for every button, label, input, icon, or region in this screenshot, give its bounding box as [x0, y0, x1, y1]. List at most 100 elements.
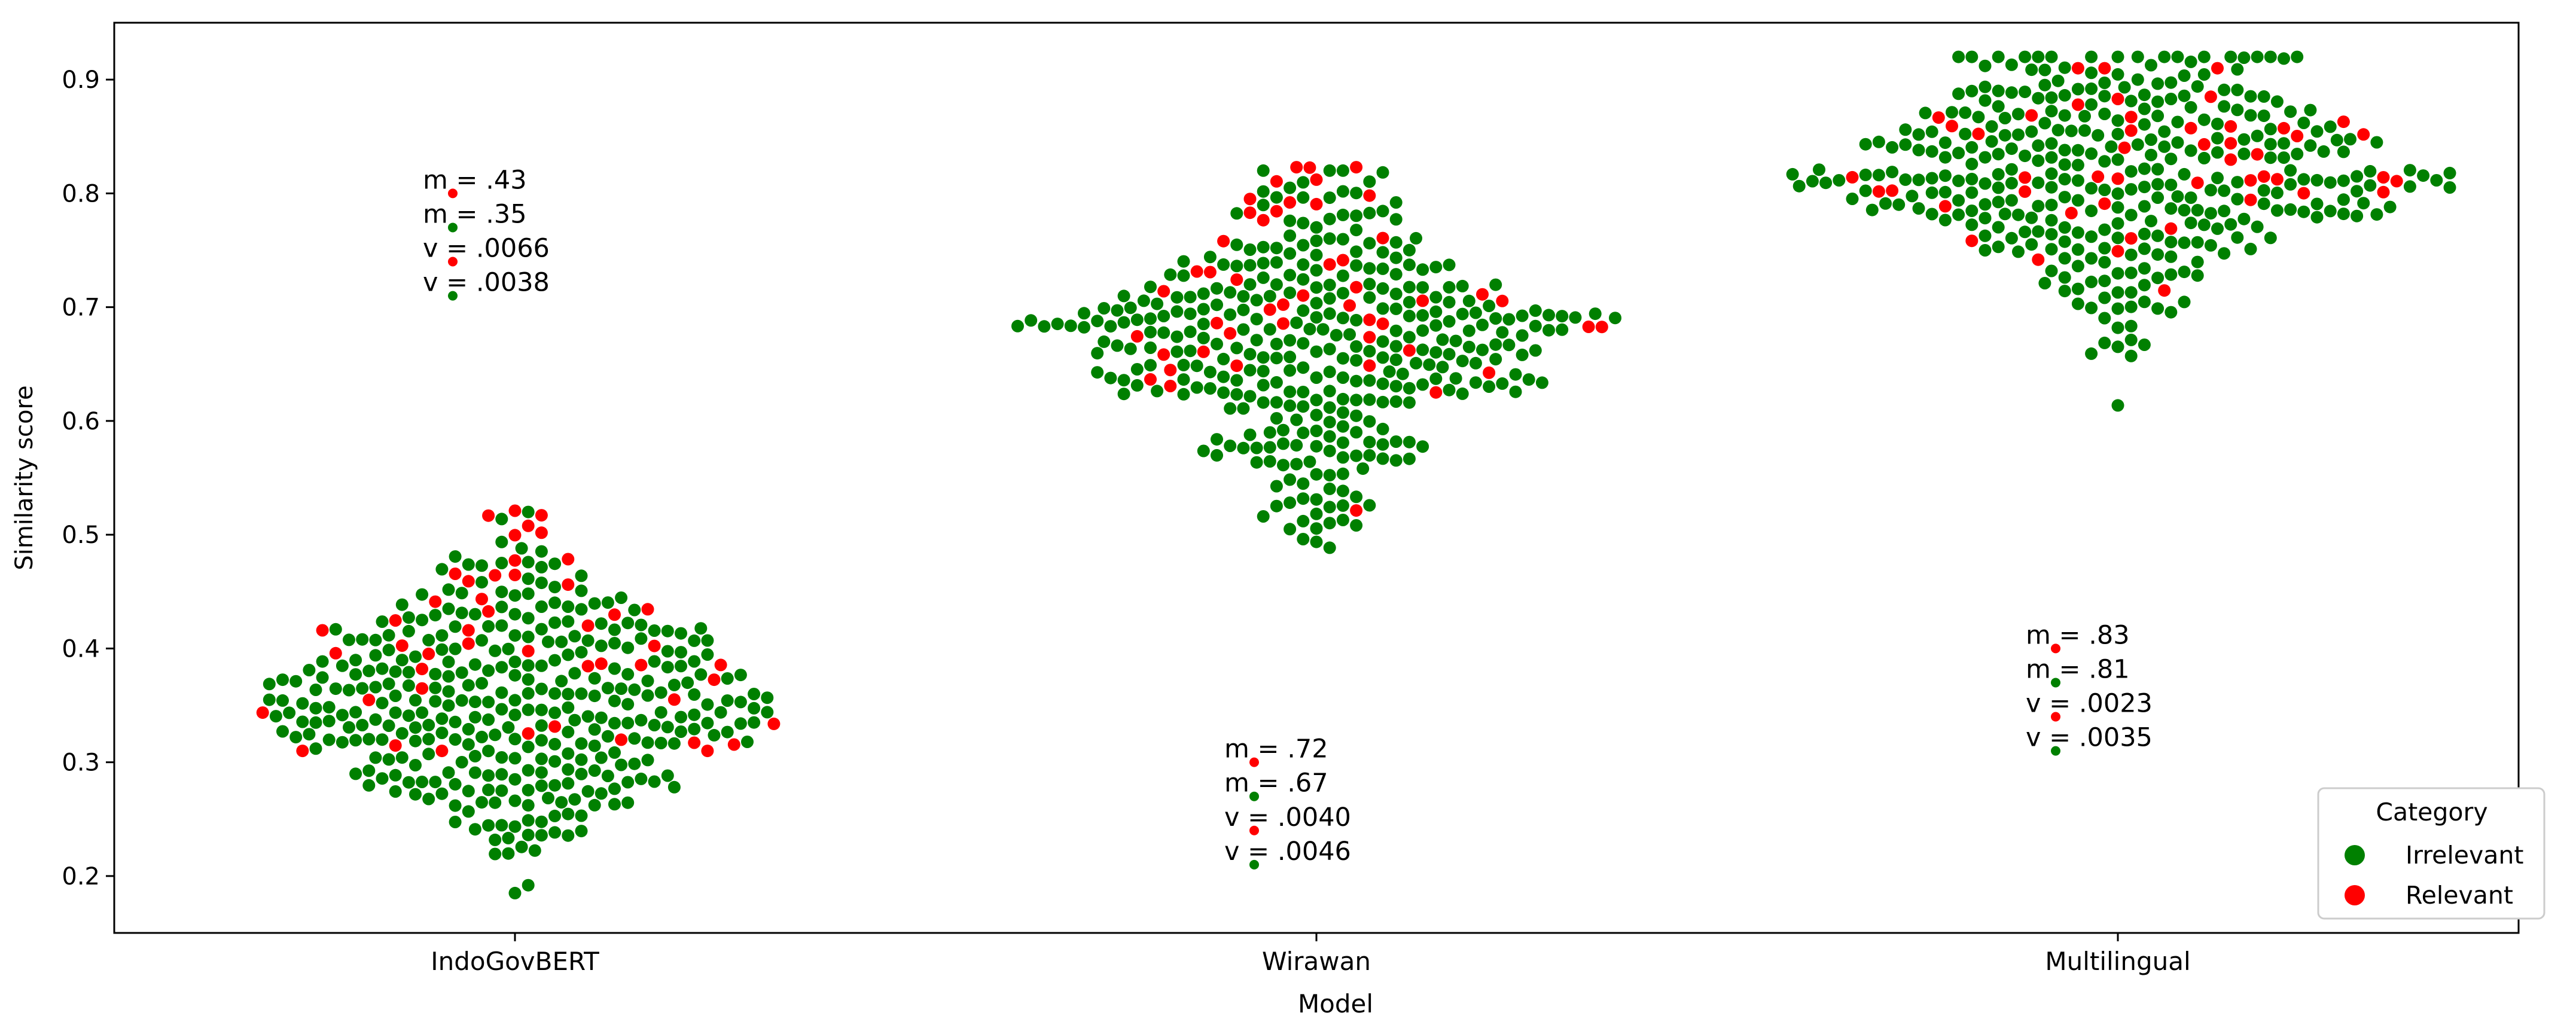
point-irrelevant: [1243, 243, 1257, 256]
point-irrelevant: [1297, 400, 1310, 413]
point-irrelevant: [1297, 239, 1310, 252]
point-irrelevant: [1443, 383, 1456, 396]
point-irrelevant: [2257, 109, 2270, 123]
point-irrelevant: [562, 701, 575, 714]
point-irrelevant: [2019, 225, 2032, 239]
point-irrelevant: [389, 768, 402, 782]
point-irrelevant: [1959, 127, 1972, 141]
point-irrelevant: [1297, 426, 1310, 440]
point-irrelevant: [2071, 158, 2084, 172]
point-irrelevant: [548, 581, 562, 594]
point-irrelevant: [675, 725, 687, 738]
point-irrelevant: [1323, 292, 1336, 305]
point-relevant: [1211, 316, 1223, 330]
point-irrelevant: [1443, 258, 1456, 272]
point-irrelevant: [1872, 135, 1885, 148]
point-irrelevant: [1310, 425, 1323, 437]
point-irrelevant: [621, 716, 635, 730]
point-irrelevant: [1542, 324, 1555, 337]
point-irrelevant: [1350, 313, 1363, 327]
point-irrelevant: [562, 688, 575, 701]
point-irrelevant: [2138, 242, 2151, 255]
point-irrelevant: [2165, 76, 2178, 89]
point-irrelevant: [349, 734, 362, 747]
point-irrelevant: [316, 671, 329, 684]
point-relevant: [2224, 137, 2237, 150]
point-relevant: [1277, 298, 1289, 311]
point-irrelevant: [382, 753, 395, 766]
point-irrelevant: [1350, 426, 1363, 439]
point-irrelevant: [2111, 127, 2124, 141]
point-irrelevant: [1336, 467, 1349, 480]
point-irrelevant: [2337, 208, 2350, 221]
point-relevant: [1164, 380, 1177, 392]
point-irrelevant: [601, 770, 614, 782]
point-irrelevant: [2124, 266, 2138, 279]
point-irrelevant: [1542, 309, 1555, 322]
point-irrelevant: [1389, 236, 1403, 249]
point-irrelevant: [1919, 106, 1932, 120]
point-relevant: [535, 509, 548, 522]
point-irrelevant: [688, 708, 701, 721]
point-irrelevant: [435, 643, 449, 656]
point-irrelevant: [654, 706, 667, 719]
point-irrelevant: [1998, 129, 2011, 142]
point-relevant: [2377, 185, 2390, 199]
point-relevant: [1363, 189, 1376, 202]
point-irrelevant: [535, 623, 548, 636]
point-irrelevant: [322, 701, 336, 714]
point-irrelevant: [1952, 194, 1965, 207]
point-relevant: [1303, 161, 1316, 174]
point-irrelevant: [2237, 133, 2251, 146]
point-irrelevant: [2058, 158, 2071, 171]
point-irrelevant: [661, 721, 674, 734]
point-irrelevant: [1011, 319, 1024, 333]
point-irrelevant: [2218, 205, 2231, 218]
point-irrelevant: [661, 769, 674, 782]
point-irrelevant: [336, 659, 349, 672]
point-irrelevant: [1979, 80, 1992, 93]
point-irrelevant: [1363, 175, 1376, 188]
point-irrelevant: [1992, 168, 2005, 181]
point-irrelevant: [1310, 281, 1323, 294]
point-relevant: [2377, 171, 2390, 184]
point-irrelevant: [601, 730, 614, 743]
point-irrelevant: [2291, 148, 2304, 160]
point-irrelevant: [661, 661, 674, 674]
point-irrelevant: [714, 706, 727, 719]
point-irrelevant: [489, 796, 502, 809]
point-irrelevant: [1130, 313, 1144, 327]
point-irrelevant: [667, 780, 681, 794]
point-irrelevant: [2251, 220, 2264, 233]
point-irrelevant: [1297, 176, 1310, 189]
point-irrelevant: [1270, 191, 1283, 204]
point-irrelevant: [1310, 507, 1323, 520]
point-irrelevant: [701, 716, 714, 730]
point-irrelevant: [449, 550, 462, 563]
point-irrelevant: [303, 664, 316, 676]
point-irrelevant: [1124, 342, 1137, 355]
point-irrelevant: [1859, 168, 1872, 181]
point-irrelevant: [2251, 50, 2264, 63]
point-irrelevant: [2151, 248, 2165, 261]
point-irrelevant: [1250, 294, 1263, 307]
point-irrelevant: [2165, 306, 2178, 319]
point-relevant: [1350, 161, 1363, 174]
point-irrelevant: [343, 633, 355, 646]
point-irrelevant: [449, 777, 462, 791]
point-irrelevant: [2025, 238, 2038, 251]
point-irrelevant: [1363, 449, 1376, 462]
point-irrelevant: [1310, 394, 1323, 407]
point-irrelevant: [2025, 125, 2038, 138]
point-irrelevant: [548, 826, 562, 839]
point-irrelevant: [1323, 307, 1336, 320]
point-irrelevant: [628, 757, 641, 770]
stat-annotation: m = .83: [2026, 620, 2130, 650]
point-irrelevant: [1177, 255, 1190, 268]
point-irrelevant: [1336, 312, 1349, 325]
point-irrelevant: [2098, 184, 2111, 196]
point-irrelevant: [2204, 184, 2217, 197]
point-irrelevant: [1496, 326, 1509, 339]
point-irrelevant: [1323, 430, 1336, 443]
point-irrelevant: [1111, 304, 1124, 317]
